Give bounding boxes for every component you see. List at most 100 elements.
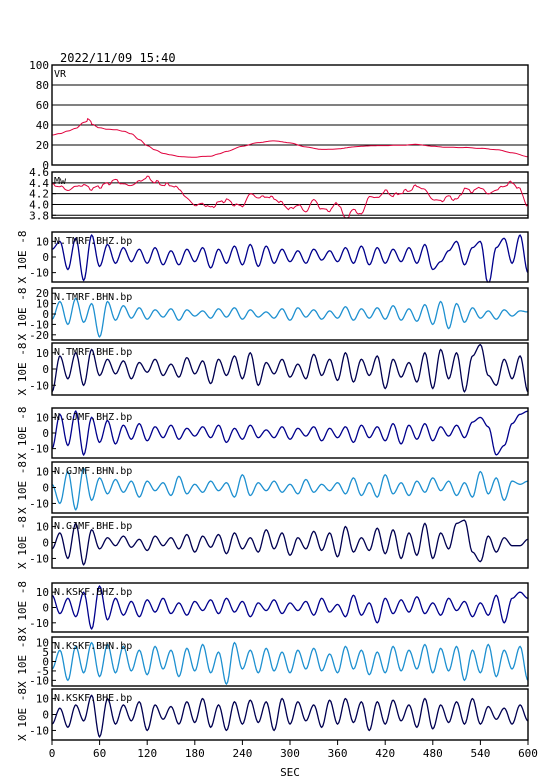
series-line-tmrf-bhe — [51, 343, 529, 393]
panel-label-kskf-bhz: N.KSKF.BHZ.bp — [54, 587, 132, 598]
y-tick-label: 5 — [42, 646, 49, 659]
series-line-gjmf-bhz — [51, 409, 529, 457]
panel-label-kskf-bhn: N.KSKF.BHN.bp — [54, 641, 132, 652]
y-tick-label: -10 — [29, 617, 49, 630]
panel-kskf-bhz: 10 0 -10 N.KSKF.BHZ.bp X 10E -8 — [16, 581, 529, 634]
y-tick-label: -10 — [29, 674, 49, 687]
x-tick-label: 600 — [518, 747, 538, 760]
y-tick-label: -10 — [29, 443, 49, 456]
y-tick-label: 4.0 — [29, 198, 49, 211]
series-line-tmrf-bhz — [51, 233, 529, 283]
y-tick-label: 10 — [36, 637, 49, 650]
y-tick-label: 4.2 — [29, 188, 49, 201]
panel-frame — [51, 64, 529, 166]
y-tick-label: 0 — [42, 709, 49, 722]
y-axis-label: X 10E -8 — [16, 343, 29, 396]
panel-label-gjmf-bhe: N.GJMF.BHE.bp — [54, 521, 132, 532]
y-tick-label: 0 — [42, 427, 49, 440]
panel-gjmf-bhz: 10 0 -10 N.GJMF.BHZ.bp X 10E -8 — [16, 407, 529, 460]
y-axis-label: X 10E -8 — [16, 516, 29, 569]
y-axis-label: X 10E -8 — [16, 635, 29, 688]
panel-tmrf-bhe: 10 0 -10 N.TMRF.BHE.bp X 10E -8 — [16, 342, 529, 396]
y-tick-label: 10 — [36, 466, 49, 479]
series-line-tmrf-bhn — [51, 297, 528, 338]
panel-tmrf-bhz: 10 0 -10 N.TMRF.BHZ.bp X 10E -8 — [16, 231, 529, 284]
y-tick-label: 10 — [36, 586, 49, 599]
panel-label-tmrf-bhz: N.TMRF.BHZ.bp — [54, 236, 132, 247]
y-tick-label: 0 — [42, 656, 49, 669]
y-axis-label: X 10E -8 — [16, 407, 29, 460]
panel-label-vr: VR — [54, 69, 67, 80]
series-line-kskf-bhn — [51, 641, 529, 686]
x-tick-label: 240 — [232, 747, 252, 760]
y-tick-label: 4.4 — [29, 177, 49, 190]
x-tick-label: 120 — [137, 747, 157, 760]
y-tick-label: 80 — [36, 79, 49, 92]
series-line-vr — [51, 117, 529, 158]
y-tick-label: 20 — [36, 139, 49, 152]
x-tick-label: 540 — [470, 747, 490, 760]
series-line-gjmf-bhe — [51, 519, 529, 566]
y-tick-label: 0 — [42, 159, 49, 172]
y-axis-label: X 10E -8 — [16, 231, 29, 284]
chart-title: 2022/11/09 15:40 — [60, 51, 176, 65]
x-tick-label: 0 — [49, 747, 56, 760]
y-tick-label: 10 — [36, 235, 49, 248]
series-line-kskf-bhe — [51, 694, 529, 738]
y-tick-label: -10 — [29, 318, 49, 331]
panel-frame — [51, 171, 529, 219]
y-tick-label: -10 — [29, 497, 49, 510]
y-axis-label: X 10E -8 — [16, 581, 29, 634]
x-axis: 0 60 120 180 240 300 360 420 480 540 600 — [49, 740, 538, 760]
y-tick-label: 10 — [36, 693, 49, 706]
y-tick-label: 3.8 — [29, 209, 49, 222]
y-axis-label: X 10E -8 — [16, 461, 29, 514]
y-tick-label: 0 — [42, 537, 49, 550]
series-line-gjmf-bhn — [51, 467, 529, 511]
y-tick-label: 0 — [42, 482, 49, 495]
panel-label-tmrf-bhe: N.TMRF.BHE.bp — [54, 347, 132, 358]
y-tick-label: -10 — [29, 379, 49, 392]
y-tick-label: 60 — [36, 99, 49, 112]
y-tick-label: 20 — [36, 287, 49, 300]
x-tick-label: 60 — [93, 747, 106, 760]
y-tick-label: 0 — [42, 308, 49, 321]
y-tick-label: 10 — [36, 347, 49, 360]
x-tick-label: 360 — [328, 747, 348, 760]
y-tick-label: -10 — [29, 552, 49, 565]
panel-kskf-bhe: 10 0 -10 N.KSKF.BHE.bp X 10E -8 — [16, 688, 529, 741]
panel-label-gjmf-bhn: N.GJMF.BHN.bp — [54, 466, 132, 477]
y-tick-label: 0 — [42, 363, 49, 376]
panel-label-kskf-bhe: N.KSKF.BHE.bp — [54, 693, 132, 704]
y-tick-label: 0 — [42, 251, 49, 264]
panel-mw: 4.64.44.24.03.8 Mw — [29, 166, 529, 222]
y-tick-label: 10 — [36, 298, 49, 311]
x-tick-label: 480 — [423, 747, 443, 760]
y-axis-label: X 10E -8 — [16, 688, 29, 741]
y-tick-label: 40 — [36, 119, 49, 132]
y-tick-label: -10 — [29, 267, 49, 280]
y-tick-label: 4.6 — [29, 166, 49, 179]
y-tick-label: 10 — [36, 521, 49, 534]
panel-gjmf-bhn: 10 0 -10 N.GJMF.BHN.bp X 10E -8 — [16, 461, 529, 514]
x-tick-label: 420 — [375, 747, 395, 760]
x-tick-label: 180 — [185, 747, 205, 760]
series-line-kskf-bhz — [51, 584, 529, 631]
panel-label-gjmf-bhz: N.GJMF.BHZ.bp — [54, 412, 132, 423]
y-axis-label: X 10E -8 — [16, 288, 29, 341]
panel-gjmf-bhe: 10 0 -10 N.GJMF.BHE.bp X 10E -8 — [16, 516, 529, 569]
x-axis-label: SEC — [280, 766, 300, 779]
panel-label-mw: Mw — [54, 176, 67, 187]
panel-vr: 100 80 60 40 20 0 VR — [29, 59, 529, 172]
y-tick-label: -10 — [29, 724, 49, 737]
y-tick-label: 10 — [36, 411, 49, 424]
y-tick-label: 0 — [42, 602, 49, 615]
x-tick-label: 300 — [280, 747, 300, 760]
y-tick-label: 100 — [29, 59, 49, 72]
series-line-mw — [51, 175, 529, 219]
y-tick-label: -20 — [29, 329, 49, 342]
panel-label-tmrf-bhn: N.TMRF.BHN.bp — [54, 292, 132, 303]
